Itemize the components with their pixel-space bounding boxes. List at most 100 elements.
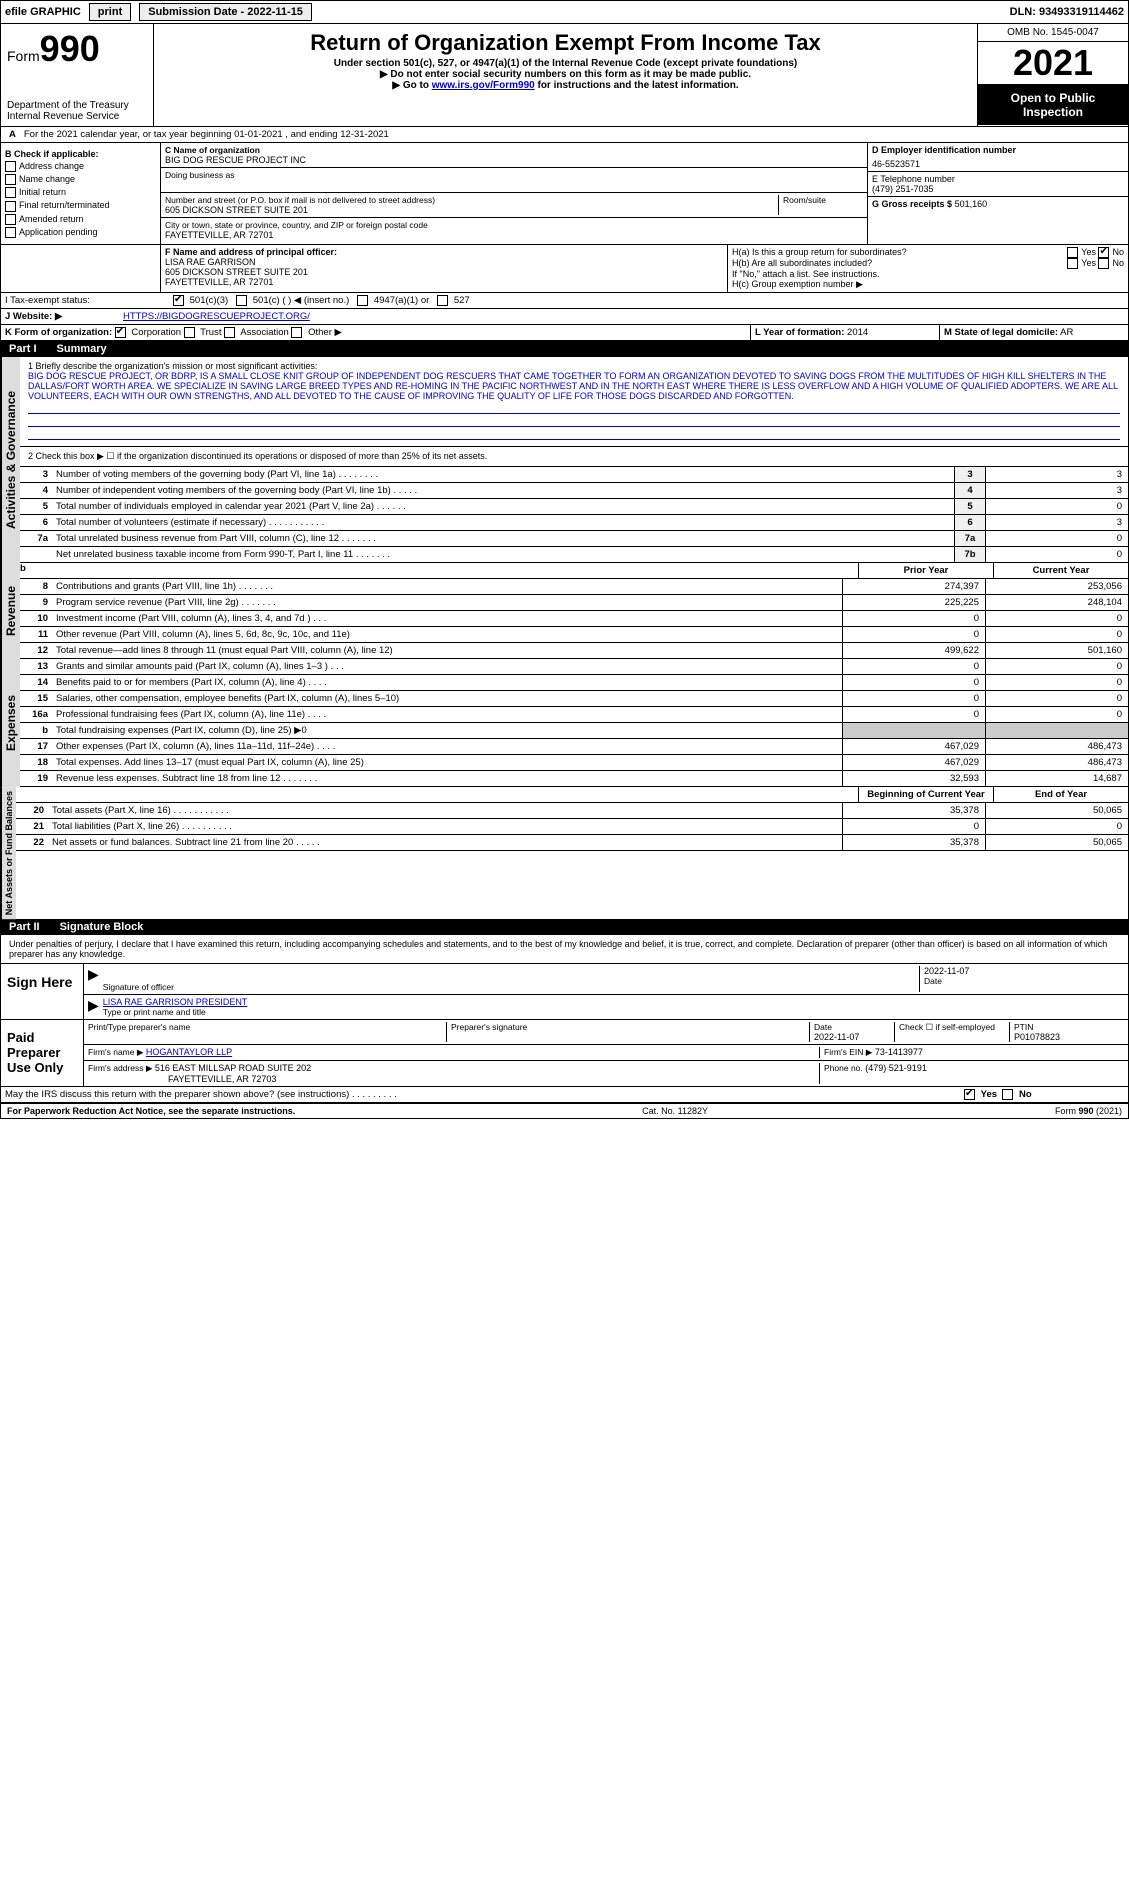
ptin-label: PTIN bbox=[1014, 1022, 1124, 1032]
penalty-text: Under penalties of perjury, I declare th… bbox=[1, 935, 1128, 964]
form-title: Return of Organization Exempt From Incom… bbox=[160, 30, 971, 56]
table-row: 9Program service revenue (Part VIII, lin… bbox=[20, 595, 1128, 611]
box-i-label: I Tax-exempt status: bbox=[1, 293, 169, 308]
box-j-label: J Website: ▶ bbox=[1, 309, 119, 324]
mission-prompt: 1 Briefly describe the organization's mi… bbox=[28, 361, 1120, 371]
year-formation: 2014 bbox=[847, 327, 868, 338]
website-row: J Website: ▶ HTTPS://BIGDOGRESCUEPROJECT… bbox=[1, 309, 1128, 325]
app-pending-checkbox[interactable] bbox=[5, 227, 16, 238]
addr-label: Number and street (or P.O. box if mail i… bbox=[165, 195, 778, 205]
line-a-text: For the 2021 calendar year, or tax year … bbox=[20, 127, 393, 142]
cat-no: Cat. No. 11282Y bbox=[642, 1106, 708, 1116]
hb-no-checkbox[interactable] bbox=[1098, 258, 1109, 269]
4947-checkbox[interactable] bbox=[357, 295, 368, 306]
firm-ein-label: Firm's EIN ▶ bbox=[824, 1047, 872, 1057]
preparer-print-label: Print/Type preparer's name bbox=[88, 1022, 446, 1032]
501c-checkbox[interactable] bbox=[236, 295, 247, 306]
preparer-sig-label: Preparer's signature bbox=[451, 1022, 809, 1032]
h-c-label: H(c) Group exemption number ▶ bbox=[732, 279, 1124, 290]
h-b-label: H(b) Are all subordinates included? bbox=[732, 258, 872, 269]
rev-lines-container: 8Contributions and grants (Part VIII, li… bbox=[20, 579, 1128, 659]
firm-addr: 516 EAST MILLSAP ROAD SUITE 202 bbox=[155, 1063, 311, 1073]
501c3-checkbox[interactable] bbox=[173, 295, 184, 306]
box-c-label: C Name of organization bbox=[165, 145, 863, 155]
box-b-checkboxes: B Check if applicable: Address change Na… bbox=[1, 143, 161, 244]
table-row: 20Total assets (Part X, line 16) . . . .… bbox=[16, 803, 1128, 819]
box-m-label: M State of legal domicile: bbox=[944, 327, 1058, 338]
phone-value: (479) 251-7035 bbox=[872, 184, 1124, 194]
sig-officer-label: Signature of officer bbox=[103, 982, 919, 992]
table-row: 10Investment income (Part VIII, column (… bbox=[20, 611, 1128, 627]
form-header: Form990 Department of the Treasury Inter… bbox=[1, 24, 1128, 127]
pra-notice: For Paperwork Reduction Act Notice, see … bbox=[7, 1106, 295, 1116]
subtitle-2: ▶ Do not enter social security numbers o… bbox=[160, 69, 971, 80]
omb-number: OMB No. 1545-0047 bbox=[978, 24, 1128, 42]
527-checkbox[interactable] bbox=[437, 295, 448, 306]
officer-addr2: FAYETTEVILLE, AR 72701 bbox=[165, 277, 723, 287]
part-2-header: Part II Signature Block bbox=[1, 919, 1128, 935]
self-employed-label: Check ☐ if self-employed bbox=[894, 1022, 1009, 1042]
table-row: 6Total number of volunteers (estimate if… bbox=[20, 515, 1128, 531]
expenses-label: Expenses bbox=[1, 659, 20, 787]
initial-return-checkbox[interactable] bbox=[5, 187, 16, 198]
addr-change-checkbox[interactable] bbox=[5, 161, 16, 172]
hb-yes-checkbox[interactable] bbox=[1067, 258, 1078, 269]
open-public-badge: Open to Public Inspection bbox=[978, 85, 1128, 125]
dln-label: DLN: 93493319114462 bbox=[1010, 6, 1124, 18]
print-button[interactable]: print bbox=[89, 3, 131, 21]
part-1-title: Summary bbox=[57, 343, 107, 355]
city-label: City or town, state or province, country… bbox=[165, 220, 863, 230]
assoc-checkbox[interactable] bbox=[224, 327, 235, 338]
table-row: bTotal fundraising expenses (Part IX, co… bbox=[20, 723, 1128, 739]
org-address: 605 DICKSON STREET SUITE 201 bbox=[165, 205, 778, 215]
final-return-checkbox[interactable] bbox=[5, 201, 16, 212]
table-row: 4Number of independent voting members of… bbox=[20, 483, 1128, 499]
box-g-label: G Gross receipts $ bbox=[872, 199, 952, 209]
table-row: 14Benefits paid to or for members (Part … bbox=[20, 675, 1128, 691]
table-row: 8Contributions and grants (Part VIII, li… bbox=[20, 579, 1128, 595]
name-change-checkbox[interactable] bbox=[5, 174, 16, 185]
firm-name[interactable]: HOGANTAYLOR LLP bbox=[146, 1047, 232, 1057]
table-row: 5Total number of individuals employed in… bbox=[20, 499, 1128, 515]
klm-row: K Form of organization: Corporation Trus… bbox=[1, 325, 1128, 341]
tax-year: 2021 bbox=[978, 42, 1128, 85]
firm-ein: 73-1413977 bbox=[875, 1047, 923, 1057]
activities-governance-label: Activities & Governance bbox=[1, 357, 20, 563]
other-checkbox[interactable] bbox=[291, 327, 302, 338]
website-link[interactable]: HTTPS://BIGDOGRESCUEPROJECT.ORG/ bbox=[123, 311, 310, 322]
table-row: Net unrelated business taxable income fr… bbox=[20, 547, 1128, 563]
mission-blank-line bbox=[28, 429, 1120, 440]
irs-link[interactable]: www.irs.gov/Form990 bbox=[432, 80, 535, 91]
table-row: 19Revenue less expenses. Subtract line 1… bbox=[20, 771, 1128, 787]
trust-checkbox[interactable] bbox=[184, 327, 195, 338]
officer-addr1: 605 DICKSON STREET SUITE 201 bbox=[165, 267, 723, 277]
corp-checkbox[interactable] bbox=[115, 327, 126, 338]
prep-date-label: Date bbox=[814, 1022, 894, 1032]
expenses-section: Expenses 13Grants and similar amounts pa… bbox=[1, 659, 1128, 787]
top-bar: efile GRAPHIC print Submission Date - 20… bbox=[1, 1, 1128, 24]
box-f-label: F Name and address of principal officer: bbox=[165, 247, 723, 257]
prior-year-header: Prior Year bbox=[858, 563, 993, 578]
ha-no-checkbox[interactable] bbox=[1098, 247, 1109, 258]
net-assets-label: Net Assets or Fund Balances bbox=[1, 787, 16, 919]
irs-label: Internal Revenue Service bbox=[7, 111, 147, 122]
table-row: 22Net assets or fund balances. Subtract … bbox=[16, 835, 1128, 851]
h-note: If "No," attach a list. See instructions… bbox=[732, 269, 1124, 279]
irs-yes-checkbox[interactable] bbox=[964, 1089, 975, 1100]
dept-label: Department of the Treasury bbox=[7, 100, 147, 111]
box-b-title: B Check if applicable: bbox=[5, 149, 156, 159]
summary-section: Activities & Governance 1 Briefly descri… bbox=[1, 357, 1128, 563]
submission-date-button[interactable]: Submission Date - 2022-11-15 bbox=[139, 3, 312, 21]
table-row: 17Other expenses (Part IX, column (A), l… bbox=[20, 739, 1128, 755]
table-row: 11Other revenue (Part VIII, column (A), … bbox=[20, 627, 1128, 643]
sig-date-label: Date bbox=[924, 976, 1124, 986]
name-title-label: Type or print name and title bbox=[103, 1007, 1124, 1017]
amended-checkbox[interactable] bbox=[5, 214, 16, 225]
mission-blank-line bbox=[28, 403, 1120, 414]
arrow-icon: ▶ bbox=[88, 997, 99, 1017]
entity-block: B Check if applicable: Address change Na… bbox=[1, 143, 1128, 245]
irs-no-checkbox[interactable] bbox=[1002, 1089, 1013, 1100]
table-row: 15Salaries, other compensation, employee… bbox=[20, 691, 1128, 707]
room-label: Room/suite bbox=[783, 195, 863, 205]
ha-yes-checkbox[interactable] bbox=[1067, 247, 1078, 258]
